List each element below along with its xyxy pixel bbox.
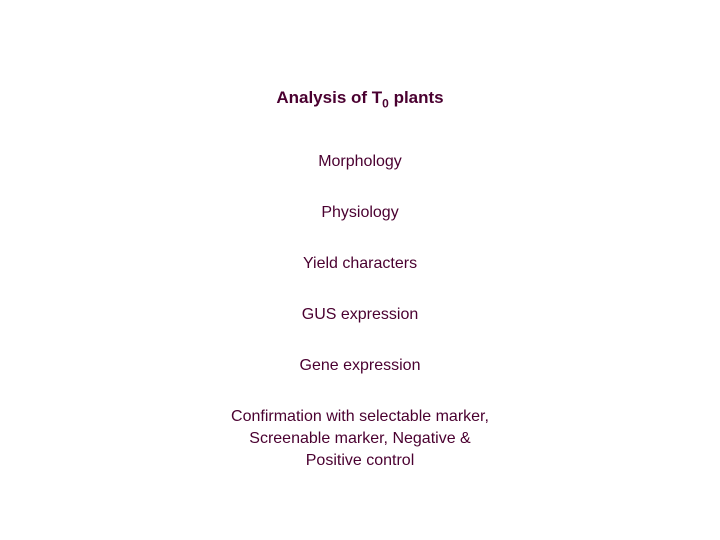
- slide-content: Analysis of T0 plants Morphology Physiol…: [160, 88, 560, 471]
- list-item: Physiology: [160, 203, 560, 224]
- title-post: plants: [389, 88, 444, 107]
- confirmation-line3: Positive control: [306, 452, 415, 469]
- list-item: GUS expression: [160, 305, 560, 326]
- list-item: Gene expression: [160, 356, 560, 377]
- confirmation-text: Confirmation with selectable marker, Scr…: [160, 406, 560, 471]
- list-item: Morphology: [160, 152, 560, 173]
- list-item: Yield characters: [160, 254, 560, 275]
- title-pre: Analysis of T: [276, 88, 382, 107]
- confirmation-line2: Screenable marker, Negative &: [249, 430, 470, 447]
- slide-title: Analysis of T0 plants: [160, 88, 560, 110]
- title-subscript: 0: [382, 96, 389, 110]
- confirmation-line1: Confirmation with selectable marker,: [231, 408, 489, 425]
